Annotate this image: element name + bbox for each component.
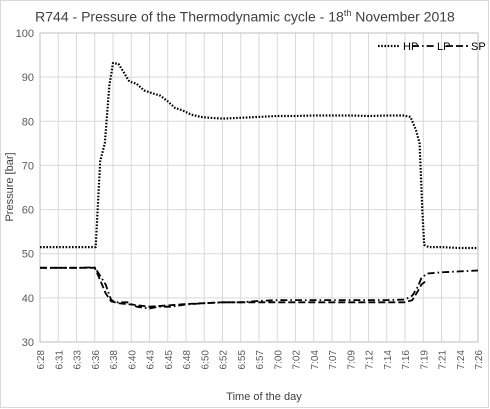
x-tick-label: 6:50 [200,350,211,370]
x-tick-label: 6:48 [182,350,193,370]
x-tick-label: 6:31 [54,350,65,370]
y-axis-label: Pressure [bar] [4,152,16,221]
x-tick-label: 7:21 [438,350,449,370]
x-tick-label: 6:45 [164,350,175,370]
x-tick-label: 7:26 [474,350,485,370]
legend-label-sp: SP [471,41,486,53]
plot-area-border [39,32,479,343]
x-tick-label: 7:00 [273,350,284,370]
x-tick-label: 7:12 [365,350,376,370]
x-tick-label: 6:28 [36,350,47,370]
y-tick-label: 80 [22,116,34,128]
x-tick-label: 6:40 [127,350,138,370]
y-tick-label: 40 [22,293,34,305]
x-tick-label: 7:02 [292,350,303,370]
x-tick-label: 6:43 [146,350,157,370]
x-tick-label: 7:04 [310,350,321,370]
x-tick-label: 6:55 [237,350,248,370]
y-tick-label: 90 [22,72,34,84]
x-tick-label: 6:57 [255,350,266,370]
x-axis-label: Time of the day [226,391,302,403]
legend: HP LP SP [378,41,486,53]
legend-label-hp: HP [403,41,418,53]
series-line-hp [40,61,478,250]
chart-title: R744 - Pressure of the Thermodynamic cyc… [35,8,455,25]
legend-label-lp: LP [437,41,450,53]
y-tick-label: 30 [22,337,34,349]
x-tick-label: 7:07 [328,350,339,370]
x-tick-label: 7:16 [401,350,412,370]
x-tick-label: 6:38 [109,350,120,370]
y-tick-label: 70 [22,160,34,172]
x-tick-label: 7:24 [456,350,467,370]
x-tick-label: 7:19 [419,350,430,370]
y-tick-label: 50 [22,249,34,261]
y-tick-label: 100 [16,28,34,40]
x-tick-label: 6:52 [219,350,230,370]
x-tick-label: 7:14 [383,350,394,370]
y-tick-label: 60 [22,205,34,217]
x-tick-label: 6:33 [73,350,84,370]
series-line-sp [40,266,428,308]
x-tick-label: 7:09 [346,350,357,370]
x-tick-label: 6:36 [91,350,102,370]
